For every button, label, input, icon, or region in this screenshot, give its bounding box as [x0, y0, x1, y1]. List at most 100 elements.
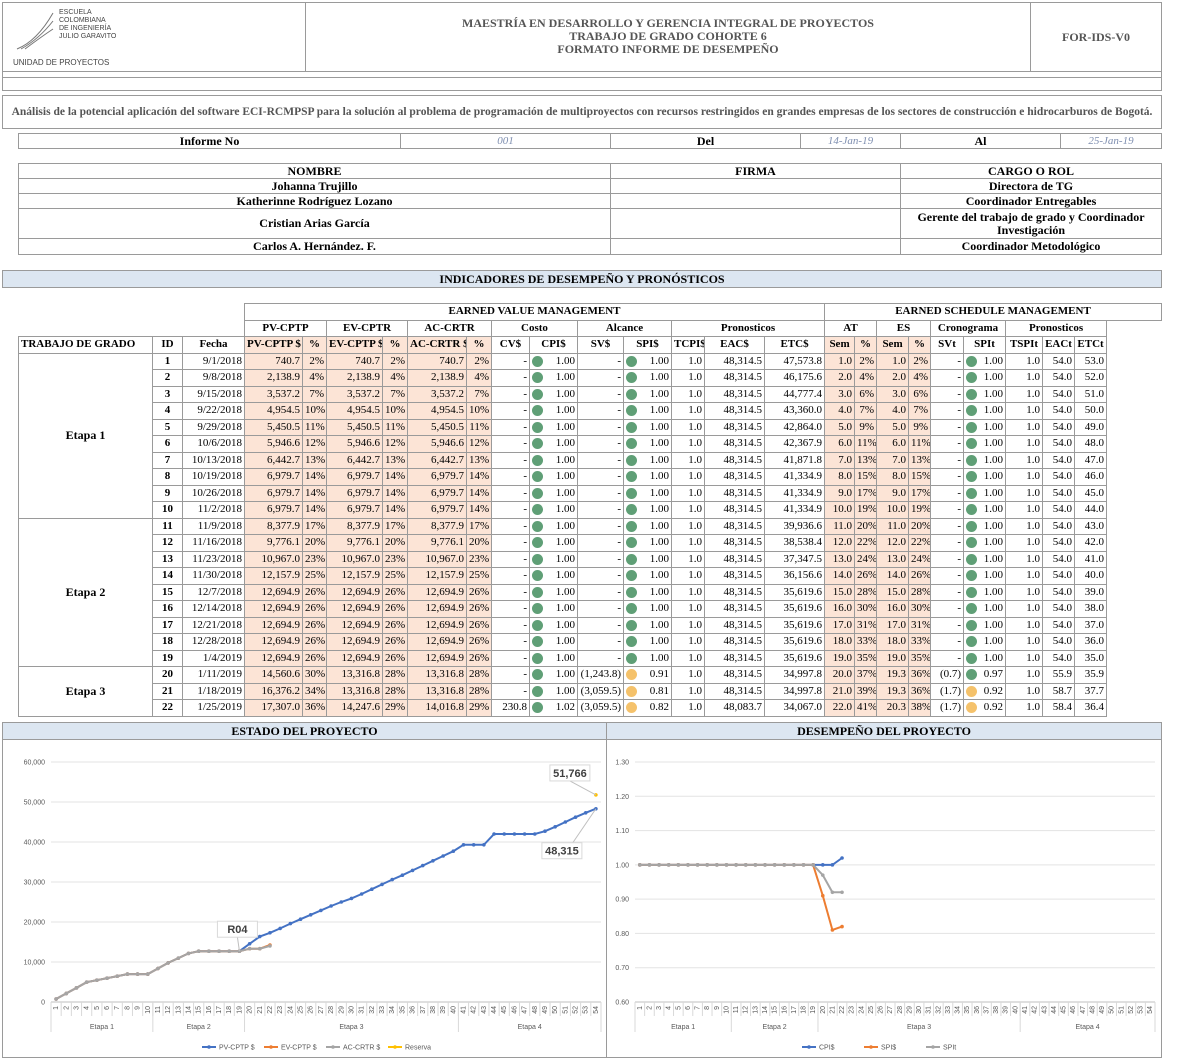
cell: 12/7/2018	[182, 583, 245, 601]
data-point	[502, 832, 507, 836]
cell-text: 1.00	[555, 470, 575, 483]
cell-text: -	[523, 354, 527, 367]
cell: 1.0	[671, 451, 705, 469]
cell-text: 41%	[857, 701, 877, 714]
cell-text: 42,864.0	[783, 420, 823, 433]
cell: 41,334.9	[763, 501, 826, 519]
cell-text: 1.0	[688, 519, 702, 532]
data-point	[543, 829, 547, 833]
data-row: 7 10/13/2018 6,442.7 13% 6,442.7 13% 6,442.7 13…	[19, 451, 1162, 469]
cell: 10.0	[824, 501, 856, 519]
subgroup-header: Alcance	[577, 319, 672, 337]
cell: 2%	[466, 352, 492, 370]
cell-text: 1.00	[555, 668, 575, 681]
cell: 17.0	[876, 616, 910, 634]
cell-text: 18.0	[832, 635, 853, 648]
cell-text: 1.0	[1026, 684, 1041, 697]
cell-text: 28%	[911, 585, 931, 598]
cell-text: 7%	[859, 404, 875, 417]
cell-text: 14,560.6	[261, 668, 301, 681]
stage-label: Etapa 2	[18, 517, 153, 667]
cell: 48,314.5	[704, 435, 765, 453]
cell-text: 54.0	[1052, 519, 1073, 532]
legend-label: PV-CPTP $	[219, 1045, 255, 1052]
cell: 10%	[302, 402, 327, 420]
cell-text: 1/11/2019	[197, 668, 242, 681]
cell: -	[577, 616, 624, 634]
x-tick-label: 32	[935, 1006, 942, 1014]
cell-text: 14%	[305, 486, 326, 499]
cell-text: -	[957, 585, 962, 598]
cell: 26%	[382, 583, 408, 601]
cell-text: -	[523, 470, 527, 483]
status-dot	[966, 553, 978, 565]
cell-text: 36,156.6	[783, 569, 823, 582]
cell: 11%	[382, 418, 408, 436]
cell: 42,367.9	[763, 435, 826, 453]
cell-text: 1.00	[649, 585, 669, 598]
x-tick-label: 10	[723, 1006, 730, 1014]
y-tick-label: 1.20	[615, 794, 629, 801]
cell: 10/19/2018	[182, 468, 245, 486]
cell: 9,776.1	[244, 534, 303, 552]
cell: 48,314.5	[704, 352, 765, 370]
cell-text: 12,694.9	[341, 585, 381, 598]
cell-text: 42,367.9	[783, 437, 823, 450]
status-dot	[626, 586, 637, 598]
cell-text: 6%	[913, 387, 929, 400]
cell: 1.00	[963, 369, 1007, 387]
cell: 3	[152, 385, 183, 403]
cell-text: 12,694.9	[261, 585, 301, 598]
cell-text: 8.0	[838, 470, 853, 483]
column-header: %	[466, 336, 492, 354]
cell: 35,619.6	[763, 649, 826, 667]
data-point	[54, 997, 58, 1001]
column-header: Sem	[876, 336, 910, 354]
cell: 7.0	[824, 451, 856, 469]
column-header: PV-CPTP $	[244, 336, 303, 354]
data-point	[84, 980, 89, 984]
cell: 2,138.9	[244, 369, 303, 387]
data-point	[772, 863, 777, 867]
cell-text: 1.00	[983, 404, 1004, 417]
cell: 6,442.7	[326, 451, 383, 469]
cell: 42.0	[1074, 534, 1108, 552]
cell-text: 1.0	[688, 668, 702, 681]
data-point	[196, 949, 201, 954]
cell: 7%	[908, 402, 932, 420]
data-row: 14 11/30/2018 12,157.9 25% 12,157.9 25% 12,157…	[19, 567, 1162, 585]
cell-text: 14%	[469, 470, 490, 483]
cell: -	[491, 517, 530, 535]
signature	[610, 178, 901, 194]
cell-text: -	[523, 420, 527, 433]
cell-text: 1.00	[983, 618, 1004, 631]
x-tick-label: 50	[552, 1006, 559, 1014]
cell-text: 35.9	[1084, 668, 1105, 681]
cell: (1,243.8)	[577, 666, 624, 684]
x-tick-label: 28	[897, 1006, 904, 1014]
cell-text: 13.0	[832, 552, 853, 565]
cell: 2,138.9	[326, 369, 383, 387]
x-tick-label: 35	[399, 1006, 406, 1014]
data-point	[471, 843, 476, 847]
cell-text: 28%	[385, 684, 406, 697]
data-row: 2 9/8/2018 2,138.9 4% 2,138.9 4% 2,138.9 4% - 1.0…	[19, 369, 1162, 387]
cell: 1.00	[623, 418, 672, 436]
x-tick-label: 36	[410, 1006, 417, 1014]
cell-text: 26%	[305, 651, 326, 664]
data-point	[830, 863, 835, 867]
cell-text: 6,979.7	[431, 470, 464, 483]
cell: 1.0	[1005, 600, 1044, 618]
cell: 19.3	[876, 682, 910, 700]
cell-text: 20.0	[832, 668, 853, 681]
cell: 5,450.5	[407, 418, 467, 436]
status-dot	[966, 405, 978, 417]
cell-text: 12%	[305, 437, 326, 450]
cell-text: 1.0	[688, 387, 702, 400]
cell: 230.8	[491, 699, 530, 717]
cell-text: 3,537.2	[267, 387, 300, 400]
status-dot	[966, 520, 978, 532]
cell: 54.0	[1042, 369, 1076, 387]
column-header: ETCt	[1074, 336, 1108, 354]
cell: 50.0	[1074, 402, 1108, 420]
